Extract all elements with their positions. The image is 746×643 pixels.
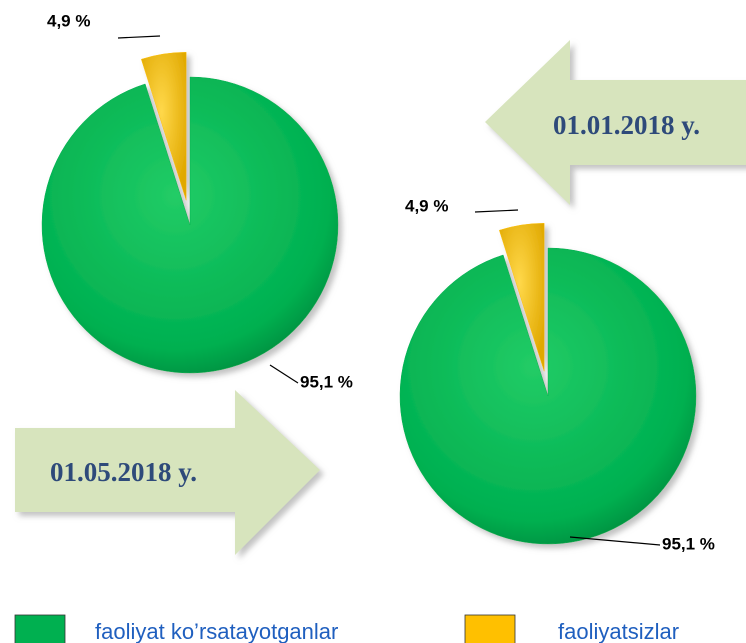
arrow-left [485, 40, 746, 205]
annotation: 01.05.2018 y. [50, 457, 197, 487]
legend-label: faoliyat ko’rsatayotganlar [95, 619, 338, 643]
pie-slice [499, 223, 545, 372]
legend-swatch [464, 614, 516, 643]
data-label: 4,9 % [47, 11, 90, 30]
pie [41, 52, 339, 374]
data-label: 4,9 % [405, 196, 448, 215]
legend-label: faoliyatsizlar [558, 619, 679, 643]
leader-line [569, 536, 661, 546]
pie-slice [399, 247, 697, 545]
pie [399, 223, 697, 545]
leader-line [474, 209, 519, 213]
data-label: 95,1 % [300, 372, 353, 391]
legend-swatch [14, 614, 66, 643]
arrow-right [15, 390, 320, 555]
leader-line [269, 364, 299, 384]
pie-slice [141, 52, 187, 201]
pie-slice [41, 76, 339, 374]
data-label: 95,1 % [662, 534, 715, 553]
leader-line [117, 35, 161, 39]
annotation: 01.01.2018 y. [553, 110, 700, 140]
